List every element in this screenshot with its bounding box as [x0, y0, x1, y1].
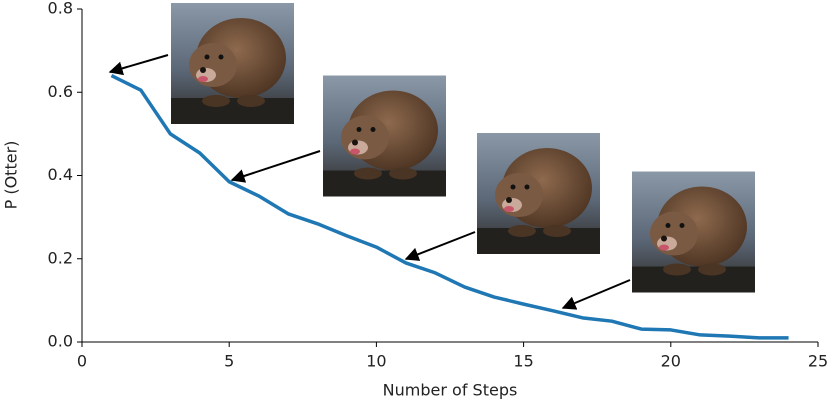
- arrow: [404, 231, 476, 261]
- otter-image: [323, 75, 446, 197]
- arrow: [108, 54, 169, 76]
- x-tick-label: 25: [808, 352, 828, 371]
- x-tick-label: 0: [77, 352, 87, 371]
- y-tick-label: 0.6: [48, 82, 73, 101]
- x-tick-label: 10: [366, 352, 386, 371]
- x-axis-label: Number of Steps: [383, 381, 518, 400]
- arrow: [561, 279, 631, 310]
- y-tick-label: 0.0: [48, 332, 73, 351]
- arrows: [108, 54, 631, 310]
- otter-image: [477, 133, 600, 254]
- y-tick-label: 0.2: [48, 248, 73, 267]
- otter-image: [632, 171, 755, 293]
- x-tick-label: 5: [224, 352, 234, 371]
- otter-images: [171, 3, 755, 293]
- x-tick-label: 20: [661, 352, 681, 371]
- arrow: [230, 150, 321, 183]
- data-line: [110, 74, 789, 340]
- y-tick-label: 0.8: [48, 0, 73, 18]
- y-axis-label: P (Otter): [2, 141, 21, 210]
- otter-image: [171, 3, 294, 124]
- y-tick-label: 0.4: [48, 165, 73, 184]
- x-tick-label: 15: [513, 352, 533, 371]
